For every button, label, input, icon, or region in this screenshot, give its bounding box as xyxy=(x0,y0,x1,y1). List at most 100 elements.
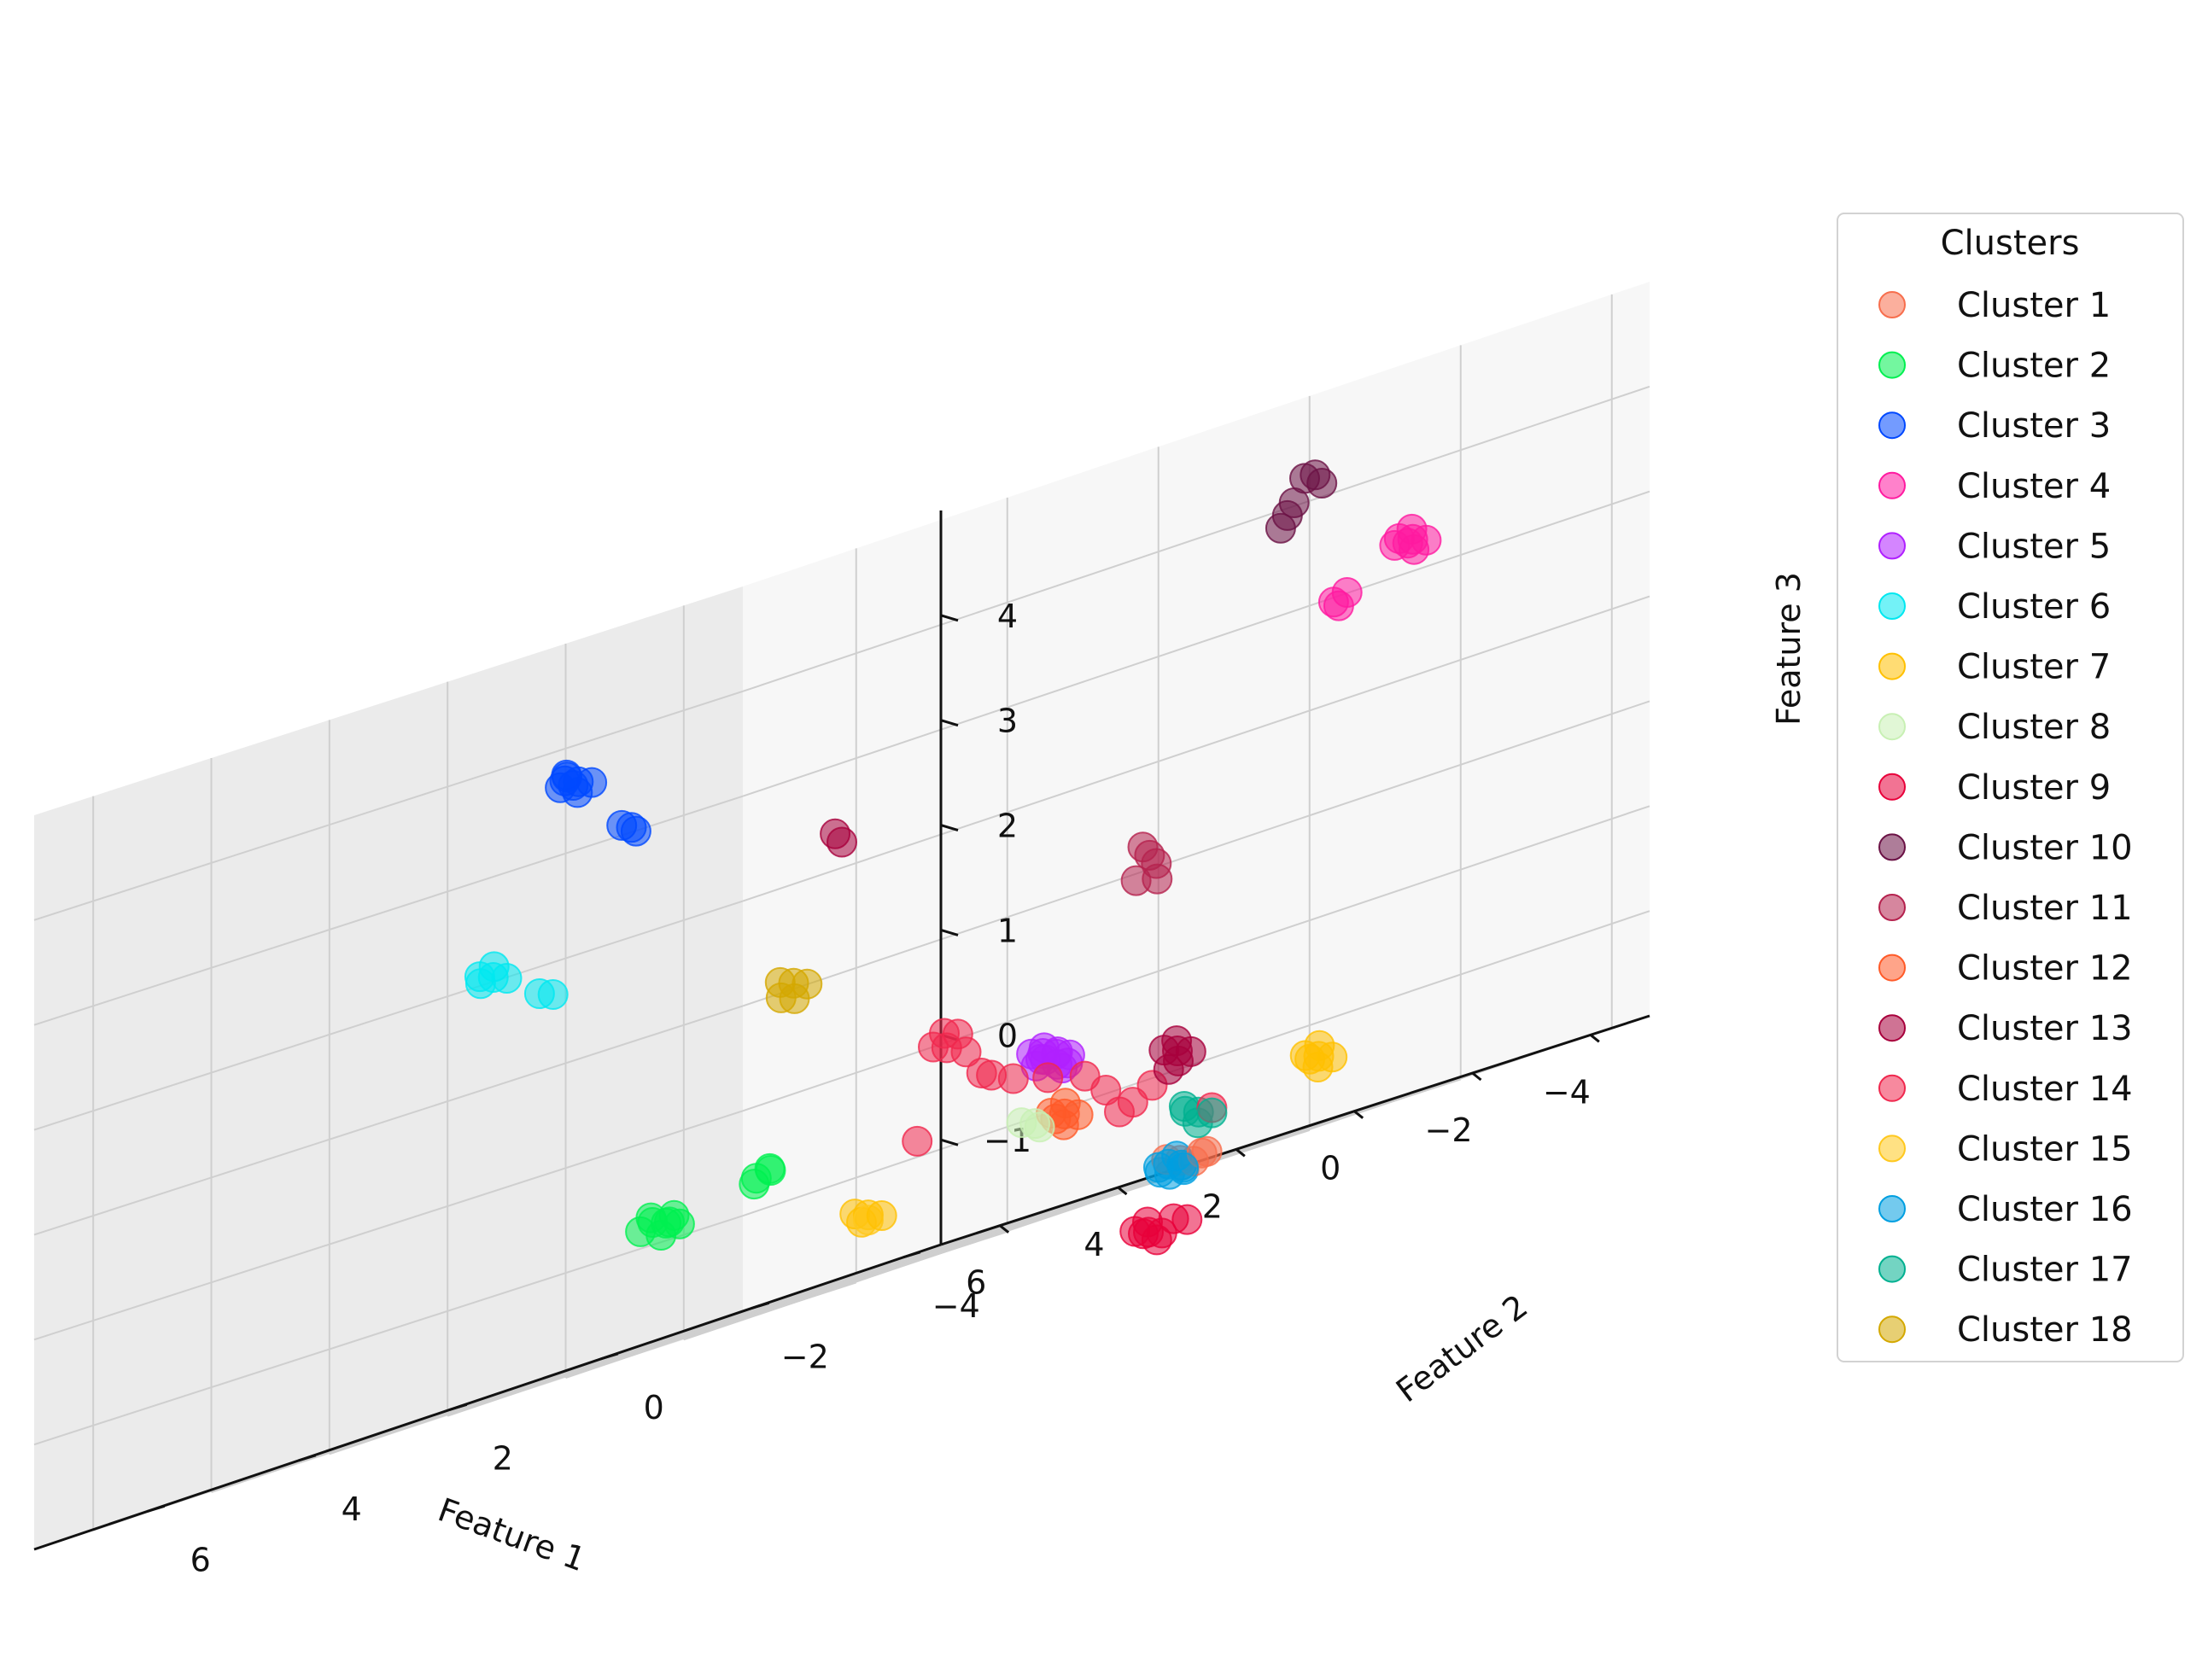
y-tick-label: 2 xyxy=(493,1439,513,1477)
legend-label: Cluster 14 xyxy=(1957,1070,2133,1109)
point-cluster-6 xyxy=(537,979,569,1010)
y-tick-label: −2 xyxy=(781,1338,829,1375)
legend-marker xyxy=(1878,1255,1906,1283)
y-tick xyxy=(147,1504,166,1513)
legend-marker xyxy=(1878,713,1906,741)
legend-item-cluster-13: Cluster 13 xyxy=(1878,1009,2133,1048)
point-cluster-6 xyxy=(491,963,523,994)
legend-label: Cluster 16 xyxy=(1957,1190,2133,1229)
legend-label: Cluster 7 xyxy=(1957,648,2111,687)
point-cluster-9 xyxy=(1171,1204,1203,1235)
legend-label: Cluster 11 xyxy=(1957,889,2133,928)
y-axis-line xyxy=(33,1243,942,1551)
point-cluster-8 xyxy=(1024,1111,1055,1143)
z-tick-label: 4 xyxy=(997,598,1018,635)
legend-item-cluster-3: Cluster 3 xyxy=(1878,406,2111,446)
legend-label: Cluster 17 xyxy=(1957,1251,2133,1290)
point-cluster-16 xyxy=(1168,1152,1199,1183)
x-tick-label: 6 xyxy=(966,1264,986,1302)
z-tick-label: 1 xyxy=(997,912,1018,949)
legend-item-cluster-14: Cluster 14 xyxy=(1878,1070,2133,1109)
point-cluster-2 xyxy=(654,1206,685,1238)
y-axis-label: Feature 2 xyxy=(1389,1287,1534,1409)
legend-item-cluster-4: Cluster 4 xyxy=(1878,467,2111,506)
grid-line-z xyxy=(742,805,1650,1112)
legend-item-cluster-6: Cluster 6 xyxy=(1878,587,2111,627)
point-cluster-4 xyxy=(1392,528,1423,559)
grid-line-y xyxy=(449,1180,1159,1411)
point-cluster-14 xyxy=(976,1059,1008,1091)
y-tick xyxy=(600,1352,619,1361)
legend-title: Clusters xyxy=(1941,224,2080,263)
y-tick xyxy=(751,1301,770,1310)
z-tick xyxy=(940,824,959,832)
y-tick xyxy=(298,1454,317,1462)
x-tick xyxy=(1235,1148,1246,1158)
legend-label: Cluster 4 xyxy=(1957,467,2111,506)
grid-line-z xyxy=(742,490,1650,797)
y-tick-label: 6 xyxy=(190,1541,211,1578)
legend-label: Cluster 6 xyxy=(1957,587,2111,627)
point-cluster-4 xyxy=(1331,577,1363,608)
y-tick xyxy=(902,1251,921,1259)
x-tick-label: −4 xyxy=(1543,1073,1591,1111)
legend-marker xyxy=(1878,471,1906,499)
y-tick xyxy=(449,1403,468,1411)
grid-line-z xyxy=(742,700,1650,1007)
legend-marker xyxy=(1878,1135,1906,1163)
x-tick xyxy=(1471,1071,1482,1082)
point-cluster-7 xyxy=(1317,1041,1348,1073)
legend-label: Cluster 15 xyxy=(1957,1129,2133,1169)
legend-marker xyxy=(1878,291,1906,318)
x-axis-line xyxy=(940,1014,1650,1246)
legend-item-cluster-12: Cluster 12 xyxy=(1878,949,2133,989)
data-points xyxy=(464,459,1442,1256)
legend-marker xyxy=(1878,833,1906,861)
z-tick-label: 0 xyxy=(997,1017,1018,1054)
grid-line-z xyxy=(742,595,1650,902)
point-cluster-2 xyxy=(755,1155,786,1186)
legend-marker xyxy=(1878,1195,1906,1222)
legend-item-cluster-9: Cluster 9 xyxy=(1878,768,2111,808)
legend-label: Cluster 1 xyxy=(1957,286,2111,325)
legend-marker xyxy=(1878,351,1906,379)
legend-item-cluster-2: Cluster 2 xyxy=(1878,347,2111,386)
point-cluster-12 xyxy=(1062,1099,1094,1130)
x-tick xyxy=(999,1224,1010,1234)
legend-item-cluster-15: Cluster 15 xyxy=(1878,1129,2133,1169)
x-tick xyxy=(1589,1034,1600,1043)
x-tick-label: 2 xyxy=(1202,1187,1223,1225)
y-tick-label: −4 xyxy=(932,1287,980,1325)
legend-label: Cluster 9 xyxy=(1957,768,2111,808)
legend-frame xyxy=(1837,213,2184,1362)
legend-label: Cluster 8 xyxy=(1957,708,2111,747)
point-cluster-18 xyxy=(791,968,823,1000)
z-tick-label: 3 xyxy=(997,703,1018,740)
x-axis-label: Feature 1 xyxy=(433,1490,590,1578)
legend-marker xyxy=(1878,1074,1906,1102)
legend-marker xyxy=(1878,532,1906,560)
point-cluster-9 xyxy=(1141,1224,1172,1256)
grid-line-y xyxy=(147,1281,857,1513)
legend-marker xyxy=(1878,652,1906,680)
z-tick xyxy=(940,614,959,622)
point-cluster-13 xyxy=(1175,1035,1206,1067)
y-tick-label: 0 xyxy=(644,1389,664,1426)
legend-marker xyxy=(1878,954,1906,982)
legend-item-cluster-10: Cluster 10 xyxy=(1878,828,2133,867)
legend-item-cluster-1: Cluster 1 xyxy=(1878,286,2111,325)
axes-panes xyxy=(34,282,1650,1549)
z-axis-label: Feature 3 xyxy=(1770,572,1808,726)
point-cluster-17 xyxy=(1196,1097,1228,1129)
grid-line-z xyxy=(33,1005,744,1236)
legend-item-cluster-7: Cluster 7 xyxy=(1878,648,2111,687)
back-pane xyxy=(34,586,743,1549)
legend-marker xyxy=(1878,592,1906,620)
z-tick xyxy=(940,719,959,727)
grid-line-z xyxy=(742,385,1650,692)
x-tick-label: 0 xyxy=(1320,1150,1341,1187)
point-cluster-14 xyxy=(1032,1062,1064,1094)
z-tick-label: 2 xyxy=(997,808,1018,845)
